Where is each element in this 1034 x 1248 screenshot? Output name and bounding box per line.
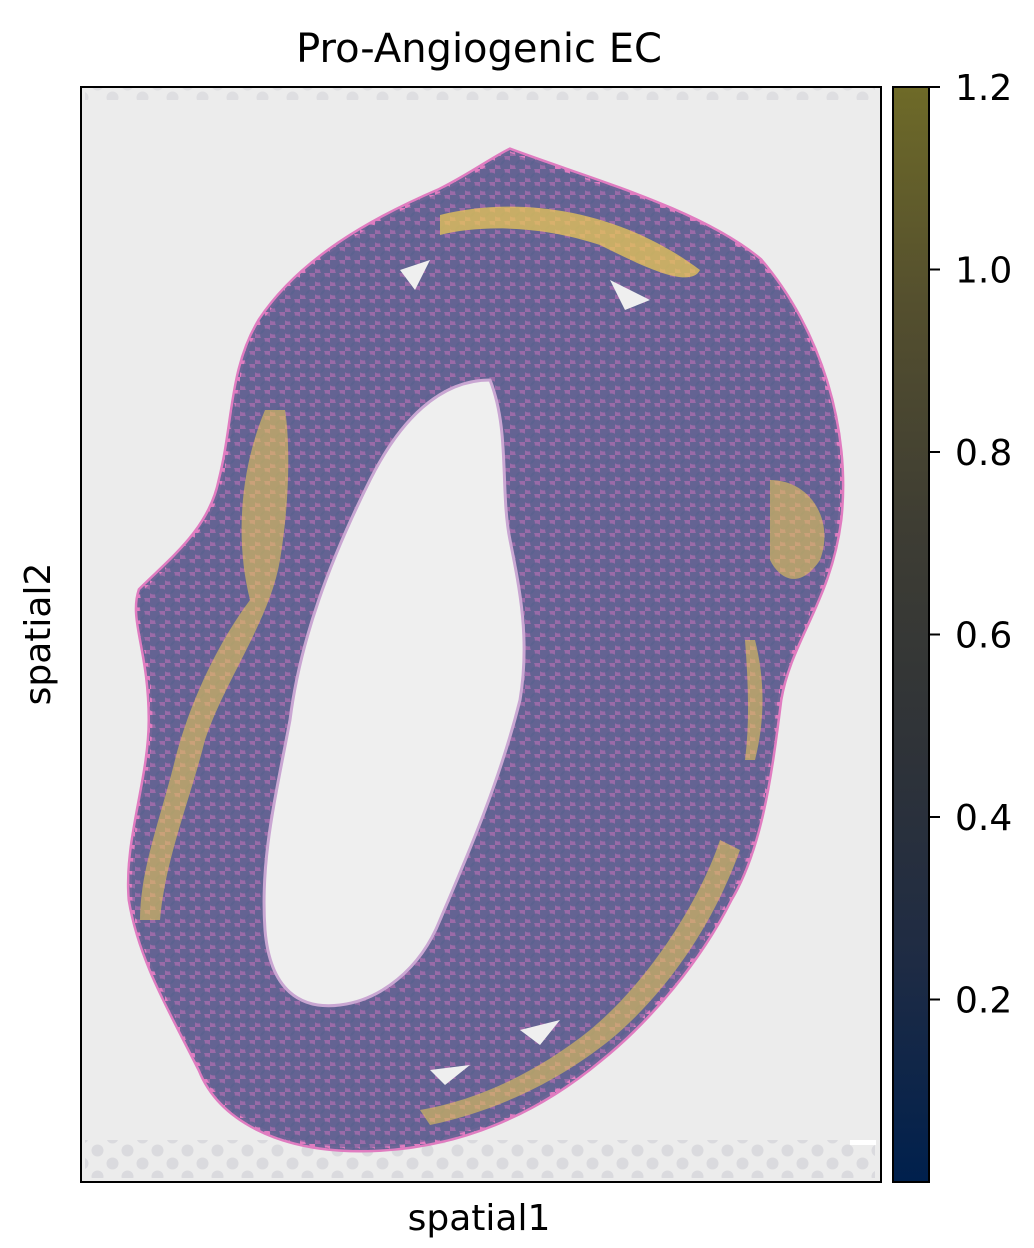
capture-spots-bottom (85, 1140, 875, 1178)
plot-frame (80, 86, 882, 1183)
colorbar: 0.2 0.4 0.6 0.8 1.0 1.2 (892, 68, 1012, 1183)
chart-title: Pro-Angiogenic EC (296, 26, 662, 72)
colorbar-tick-label: 0.4 (955, 798, 1012, 839)
high-band-left (140, 410, 289, 920)
colorbar-ticks: 0.2 0.4 0.6 0.8 1.0 1.2 (929, 68, 1012, 1022)
tissue-tear-1 (400, 260, 430, 290)
plot-area (81, 87, 881, 1182)
colorbar-tick-label: 1.0 (955, 251, 1012, 292)
high-band-right (770, 480, 825, 579)
lumen (262, 378, 526, 1008)
y-axis-label: spatial2 (18, 563, 59, 706)
high-band-midright (745, 640, 763, 760)
colorbar-tick-label: 1.2 (955, 68, 1012, 109)
x-axis-label: spatial1 (408, 1198, 551, 1239)
high-band-top (440, 206, 700, 278)
colorbar-tick-label: 0.6 (955, 616, 1012, 657)
tissue-tear-4 (520, 1020, 560, 1045)
tissue-tear-3 (430, 1065, 470, 1085)
colorbar-tick-label: 0.8 (955, 433, 1012, 474)
capture-spots-top (85, 88, 875, 100)
colorbar-tick-label: 0.2 (955, 981, 1012, 1022)
tissue-tear-2 (610, 280, 650, 310)
colorbar-gradient (893, 87, 929, 1182)
scale-marker (850, 1140, 876, 1145)
